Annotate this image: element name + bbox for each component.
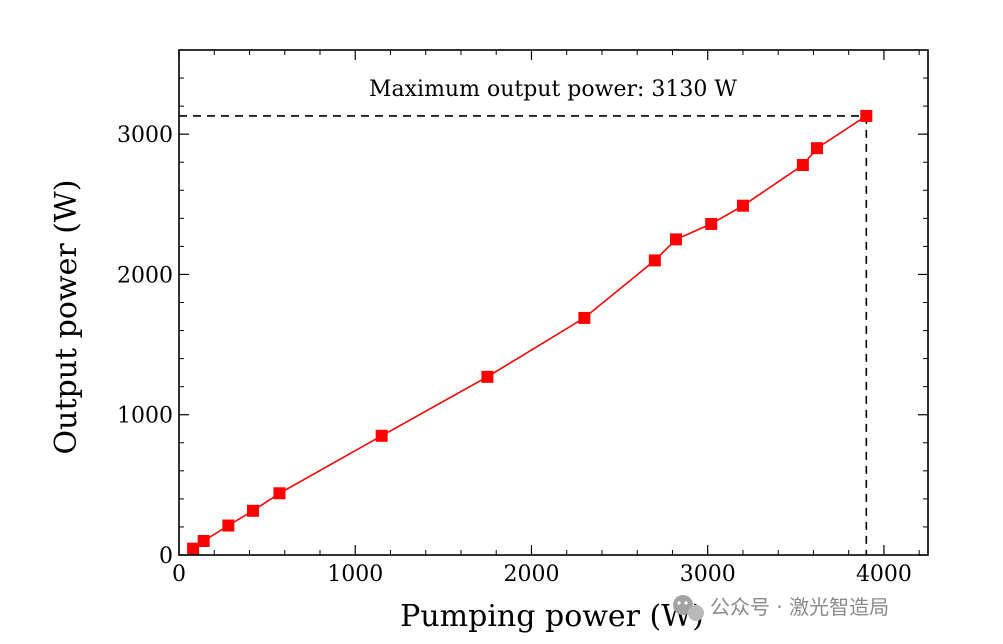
watermark: 公众号 · 激光智造局 xyxy=(673,595,889,621)
max-annotation: Maximum output power: 3130 W xyxy=(369,77,737,102)
y-tick-label: 0 xyxy=(159,544,173,569)
watermark-text: 公众号 · 激光智造局 xyxy=(710,595,889,619)
series-line xyxy=(192,115,867,550)
x-tick-label: 0 xyxy=(172,562,186,587)
data-point xyxy=(736,199,749,212)
data-point xyxy=(247,504,260,517)
y-tick-label: 1000 xyxy=(117,404,173,429)
data-point xyxy=(648,254,661,267)
data-point xyxy=(273,487,286,500)
axis-ticks xyxy=(178,49,928,556)
y-tick-label: 3000 xyxy=(117,123,173,148)
wechat-icon xyxy=(673,595,704,621)
data-point xyxy=(187,542,200,555)
x-tick-label: 1000 xyxy=(327,562,383,587)
series-layer xyxy=(187,109,873,555)
data-point xyxy=(375,429,388,442)
data-point xyxy=(578,311,591,324)
tick-labels: 0 1000 2000 3000 4000 0 1000 2000 3000 xyxy=(117,123,912,587)
y-tick-label: 2000 xyxy=(117,263,173,288)
data-point xyxy=(197,534,210,547)
data-point xyxy=(860,109,873,122)
data-point xyxy=(481,370,494,383)
data-point xyxy=(222,519,235,532)
data-point xyxy=(796,159,809,172)
data-point xyxy=(669,233,682,246)
plot-frame xyxy=(178,49,929,556)
y-axis-title: Output power (W) xyxy=(49,180,84,455)
x-axis-title: Pumping power (W) xyxy=(400,599,704,634)
x-tick-label: 4000 xyxy=(856,562,912,587)
x-tick-label: 3000 xyxy=(680,562,736,587)
max-reference-lines xyxy=(179,115,868,555)
data-point xyxy=(705,217,718,230)
x-tick-label: 2000 xyxy=(503,562,559,587)
data-point xyxy=(810,142,823,155)
